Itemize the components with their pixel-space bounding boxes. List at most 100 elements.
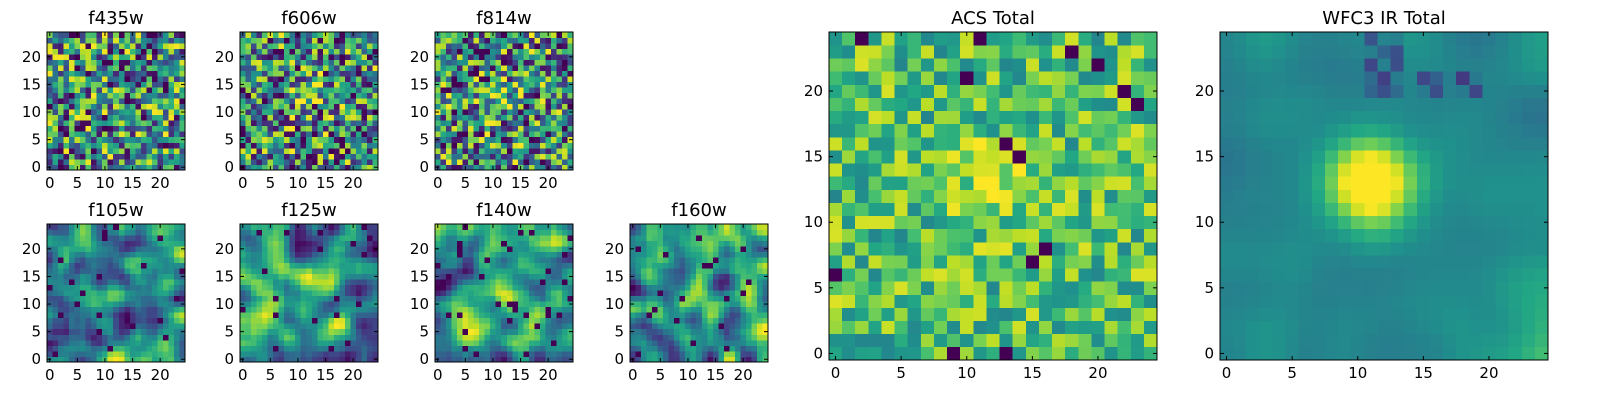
heatmap-cell [479, 301, 486, 308]
heatmap-cell [534, 240, 541, 247]
heatmap-cell [322, 279, 329, 286]
heatmap-cell [674, 356, 681, 363]
heatmap-cell [894, 241, 909, 256]
heatmap-cell [685, 273, 692, 280]
heatmap-cell [451, 131, 458, 138]
heatmap-cell [102, 48, 109, 55]
heatmap-cell [140, 120, 147, 127]
heatmap-cell [718, 295, 725, 302]
heatmap-cell [740, 345, 747, 352]
heatmap-cell [561, 70, 568, 77]
heatmap-cell [317, 229, 324, 236]
heatmap-cell [140, 98, 147, 105]
heatmap-cell [1012, 294, 1027, 308]
heatmap-cell [1052, 268, 1066, 282]
heatmap-cell [284, 125, 291, 132]
heatmap-cell [47, 350, 53, 357]
heatmap-cell [762, 334, 769, 341]
heatmap-cell [641, 240, 647, 247]
heatmap-cell [762, 290, 769, 297]
heatmap-cell [440, 125, 447, 132]
heatmap-cell [652, 356, 658, 363]
y-tick-label: 10 [215, 295, 234, 313]
heatmap-cell [102, 273, 109, 280]
heatmap-cell [1091, 255, 1105, 269]
heatmap-cell [135, 103, 142, 110]
heatmap-cell [556, 54, 563, 60]
heatmap-cell [707, 251, 714, 258]
heatmap-cell [146, 306, 153, 313]
heatmap-cell [729, 251, 736, 258]
heatmap-cell [107, 262, 114, 269]
heatmap-cell [295, 158, 302, 165]
heatmap-cell [479, 229, 486, 236]
heatmap-cell [124, 43, 131, 49]
heatmap-cell [646, 312, 653, 319]
heatmap-cell [284, 295, 291, 302]
heatmap-cell [317, 59, 324, 66]
heatmap-cell [151, 92, 158, 99]
heatmap-cell [157, 290, 164, 297]
heatmap-cell [745, 350, 752, 357]
heatmap-cell [435, 312, 441, 319]
heatmap-cell [124, 65, 131, 71]
heatmap-cell [1130, 320, 1145, 335]
heatmap-cell [251, 246, 257, 252]
heatmap-cell [107, 81, 114, 88]
heatmap-cell [495, 279, 502, 286]
heatmap-cell [567, 153, 574, 160]
heatmap-cell [96, 323, 103, 330]
heatmap-cell [960, 320, 974, 335]
heatmap-cell [539, 76, 546, 83]
heatmap-cell [52, 317, 59, 324]
heatmap-cell [1078, 268, 1092, 282]
heatmap-cell [58, 356, 64, 363]
heatmap-cell [1104, 255, 1118, 269]
heatmap-cell [679, 251, 686, 258]
heatmap-cell [718, 273, 725, 280]
heatmap-cell [179, 240, 186, 247]
heatmap-cell [173, 246, 180, 252]
heatmap-cell [162, 345, 169, 352]
heatmap-cell [69, 268, 75, 275]
heatmap-cell [1025, 268, 1040, 282]
heatmap-cell [245, 301, 252, 308]
heatmap-cell [251, 257, 257, 263]
heatmap-cell [366, 356, 373, 363]
heatmap-cell [947, 255, 961, 269]
heatmap-cell [745, 339, 752, 346]
heatmap-cell [129, 306, 136, 313]
heatmap-cell [350, 131, 357, 138]
heatmap-cell [350, 103, 357, 110]
heatmap-cell [495, 87, 502, 94]
heatmap-cell [517, 235, 524, 241]
heatmap-cell [102, 125, 109, 132]
heatmap-cell [556, 103, 563, 110]
heatmap-cell [762, 284, 769, 291]
heatmap-cell [129, 54, 136, 60]
heatmap-cell [256, 229, 263, 236]
heatmap-cell [113, 147, 120, 154]
heatmap-cell [646, 235, 653, 241]
heatmap-cell [718, 290, 725, 297]
heatmap-cell [63, 70, 70, 77]
heatmap-cell [829, 163, 843, 177]
heatmap-cell [528, 109, 535, 116]
heatmap-cell [366, 153, 373, 160]
heatmap-cell [366, 142, 373, 149]
heatmap-cell [85, 65, 92, 71]
x-tick-label: 10 [483, 366, 502, 384]
heatmap-cell [118, 142, 125, 149]
heatmap-cell [479, 240, 486, 247]
heatmap-cell [745, 323, 752, 330]
heatmap-cell [317, 268, 324, 275]
heatmap-cell [641, 328, 647, 335]
heatmap-cell [140, 142, 147, 149]
heatmap-cell [80, 328, 86, 335]
heatmap-cell [273, 147, 279, 154]
heatmap-cell [641, 295, 647, 302]
heatmap-cell [317, 306, 324, 313]
heatmap-cell [267, 345, 274, 352]
heatmap-cell [457, 323, 463, 330]
heatmap-cell [679, 240, 686, 247]
